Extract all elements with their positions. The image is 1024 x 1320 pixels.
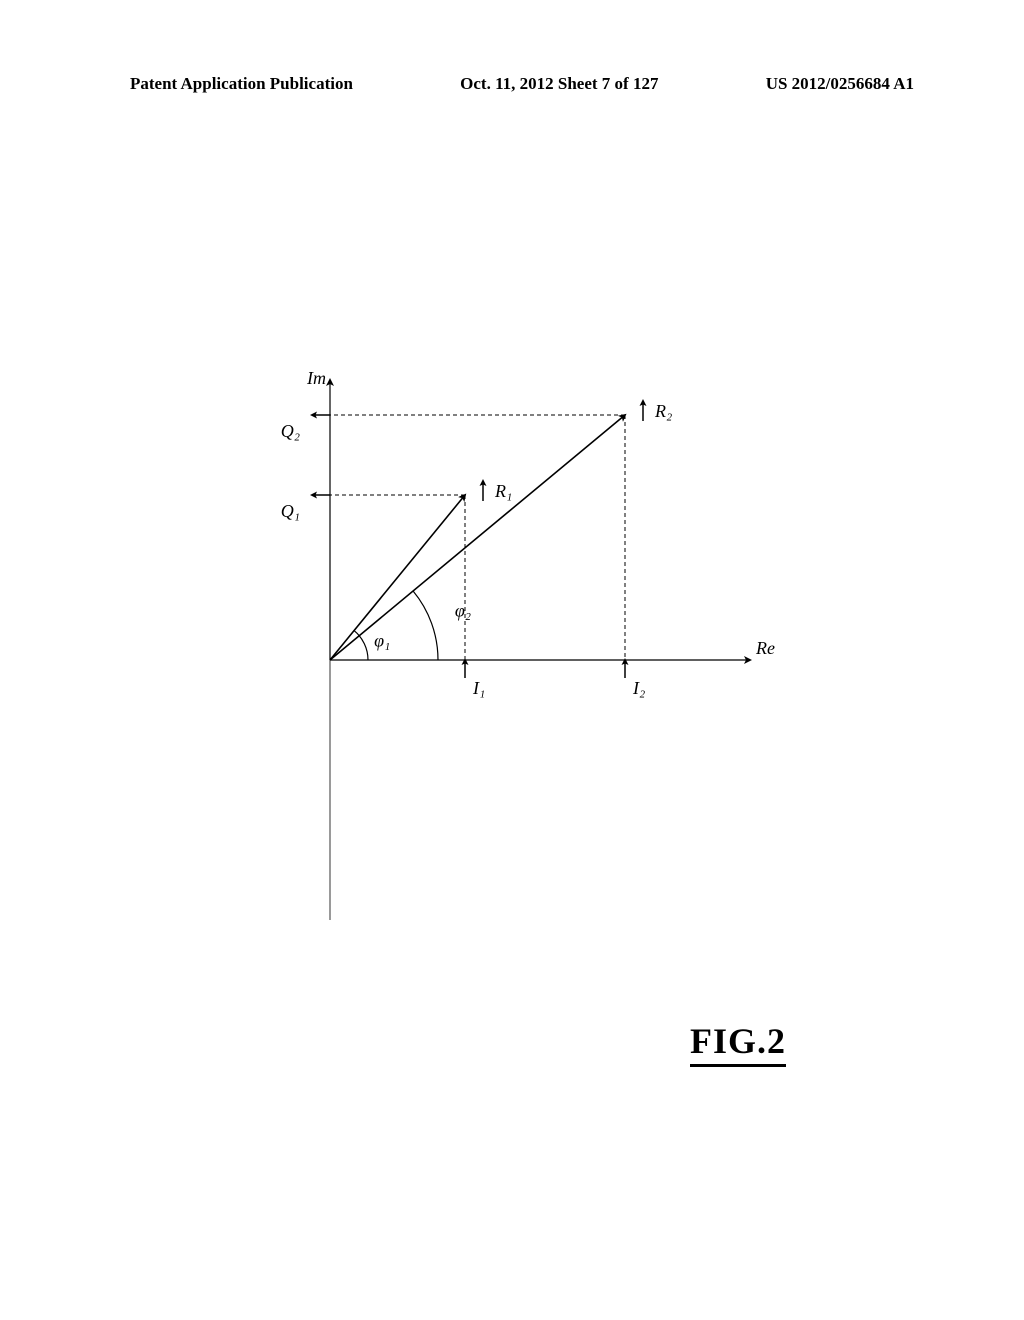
header-right: US 2012/0256684 A1: [766, 74, 914, 94]
header-center: Oct. 11, 2012 Sheet 7 of 127: [460, 74, 658, 94]
figure-label: FIG.2: [690, 1020, 786, 1067]
vector-r1: [330, 495, 465, 660]
label-i1: I₁: [472, 678, 485, 698]
label-re: Re: [755, 638, 775, 658]
label-phi2: φ₂: [455, 600, 471, 620]
diagram-svg: Re Im Q₁ Q₂ I₁ I₂ R₁ R₂ φ₁ φ₂: [210, 260, 810, 960]
label-q1: Q₁: [281, 501, 300, 521]
vector-r2: [330, 415, 625, 660]
arc-phi2: [413, 591, 438, 660]
label-q2: Q₂: [281, 421, 300, 441]
label-r2: R₂: [654, 401, 672, 421]
label-phi1: φ₁: [374, 631, 390, 651]
label-i2: I₂: [632, 678, 645, 698]
figure-2-diagram: Re Im Q₁ Q₂ I₁ I₂ R₁ R₂ φ₁ φ₂ FIG.2: [210, 260, 810, 960]
label-r1: R₁: [494, 481, 512, 501]
label-im: Im: [306, 368, 326, 388]
header-left: Patent Application Publication: [130, 74, 353, 94]
page-header: Patent Application Publication Oct. 11, …: [0, 74, 1024, 94]
